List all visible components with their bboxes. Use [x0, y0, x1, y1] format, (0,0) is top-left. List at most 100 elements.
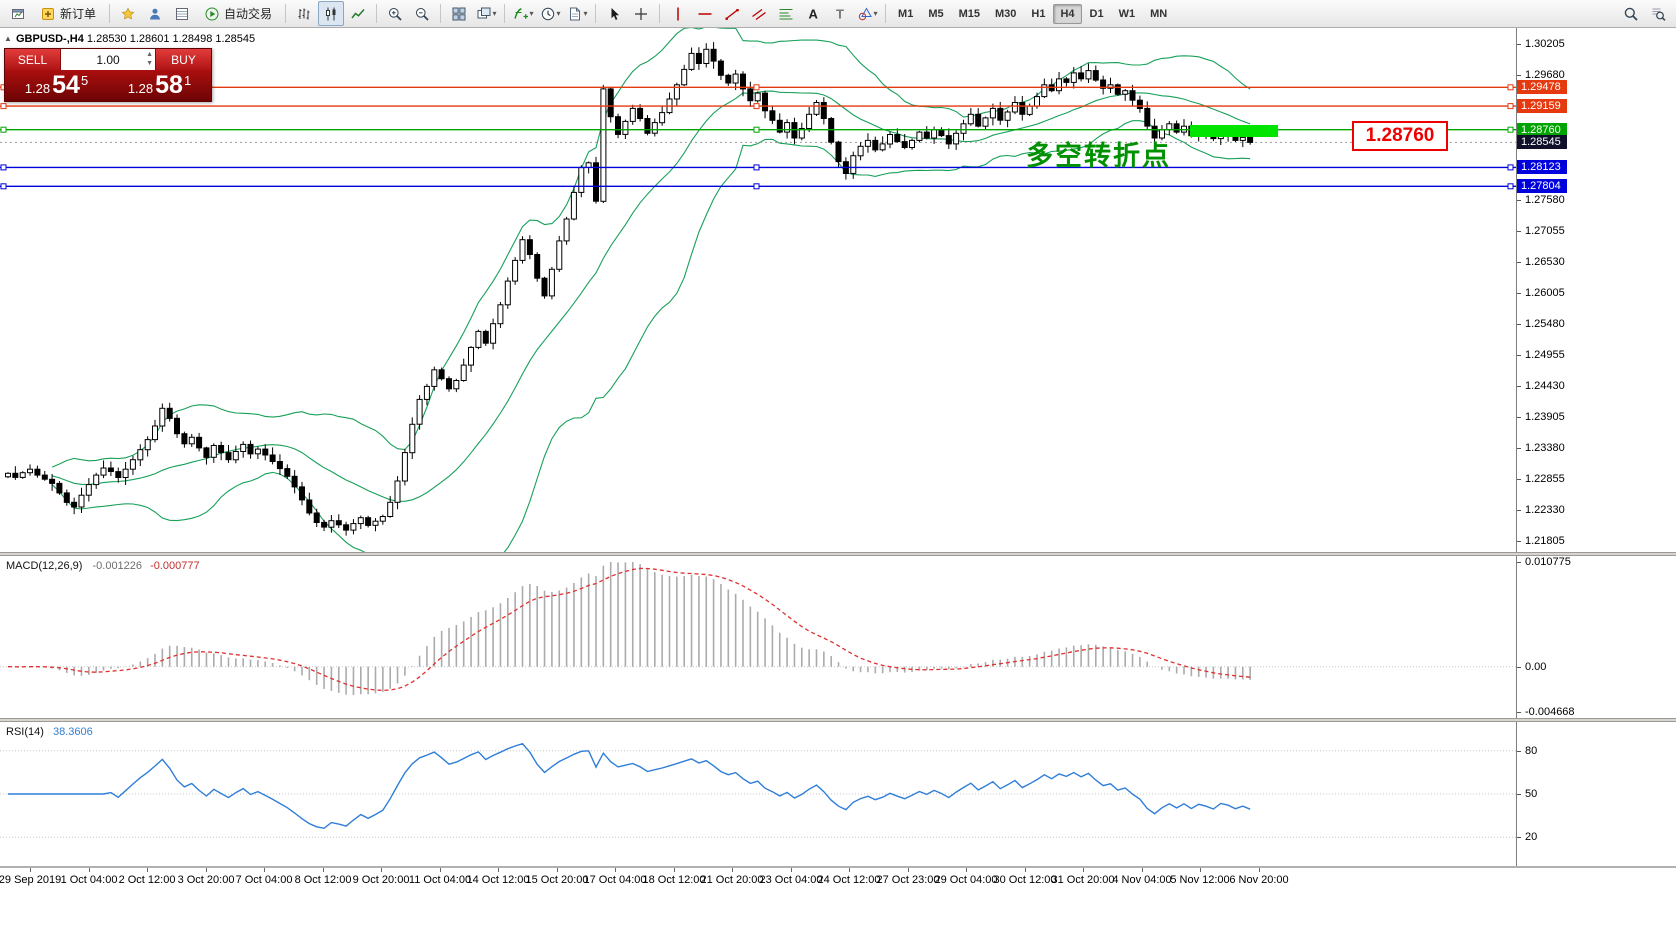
- chevron-down-icon[interactable]: ▾: [873, 9, 878, 18]
- price-axis[interactable]: 1.30205 1.29680 1.27580 1.27055 1.26530 1.260…: [1516, 28, 1676, 552]
- price-tick: 1.29680: [1525, 69, 1565, 81]
- chevron-down-icon[interactable]: ▾: [529, 9, 534, 18]
- new-order-button[interactable]: 新订单: [32, 1, 104, 26]
- cascade-windows-icon[interactable]: ▾: [473, 1, 499, 26]
- indicators-icon[interactable]: ▾: [510, 1, 536, 26]
- price-callout-label[interactable]: 1.28760: [1352, 121, 1448, 151]
- horizontal-line-icon[interactable]: [692, 1, 718, 26]
- shapes-icon[interactable]: ▾: [854, 1, 880, 26]
- tf-m15[interactable]: M15: [958, 7, 980, 20]
- find-icon[interactable]: [1645, 1, 1671, 26]
- macd-axis-min: -0.004668: [1525, 706, 1575, 718]
- zoom-in-icon[interactable]: [382, 1, 408, 26]
- macd-tickmark: [1517, 562, 1521, 563]
- bar-chart-glyph: [298, 8, 310, 19]
- macd-axis-zero: 0.00: [1525, 661, 1547, 673]
- clock-glyph: [541, 7, 554, 20]
- channel-glyph: [752, 8, 766, 20]
- toolbar-separator: [504, 4, 506, 23]
- chart-window-icon[interactable]: [5, 1, 31, 26]
- time-tickmark: [440, 868, 441, 872]
- ohlc-values: 1.28530 1.28601 1.28498 1.28545: [86, 33, 256, 45]
- time-label: 5 Nov 12:00: [1170, 874, 1230, 886]
- volume-stepper[interactable]: ▲ ▼: [146, 50, 153, 68]
- price-tick: 1.22330: [1525, 504, 1565, 516]
- volume-up-icon[interactable]: ▲: [146, 51, 153, 58]
- fibonacci-icon[interactable]: [773, 1, 799, 26]
- time-axis[interactable]: 29 Sep 2019 1 Oct 04:00 2 Oct 12:00 3 Oct 2…: [0, 868, 1676, 952]
- one-click-trading-panel[interactable]: SELL 1.00 ▲ ▼ BUY 1.28 54 5 1.28 58 1: [4, 48, 212, 102]
- bar-chart-icon[interactable]: [291, 1, 317, 26]
- symbol-timeframe: GBPUSD-,H4: [16, 33, 84, 45]
- template-glyph: [569, 7, 580, 20]
- vertical-line-icon[interactable]: [665, 1, 691, 26]
- tf-m30[interactable]: M30: [995, 7, 1017, 20]
- svg-text:T: T: [836, 6, 844, 21]
- rsi-level-label: 20: [1525, 831, 1538, 843]
- channel-icon[interactable]: [746, 1, 772, 26]
- rsi-level-label: 50: [1525, 788, 1538, 800]
- tf-w1[interactable]: W1: [1118, 7, 1136, 20]
- pane-splitter[interactable]: [0, 718, 1676, 722]
- new-order-button-label: 新订单: [60, 7, 97, 21]
- volume-down-icon[interactable]: ▼: [146, 60, 153, 67]
- main-chart-plot[interactable]: [0, 28, 1516, 552]
- macd-tickmark: [1517, 712, 1521, 713]
- macd-signal-line: [7, 567, 1251, 692]
- candlestick-chart-icon[interactable]: [318, 1, 345, 26]
- zoom-out-icon[interactable]: [409, 1, 435, 26]
- chart-collapse-icon[interactable]: ▲: [4, 34, 12, 43]
- trendline-icon[interactable]: [719, 1, 745, 26]
- data-window-icon[interactable]: [169, 1, 195, 26]
- periodicity-icon[interactable]: ▾: [537, 1, 563, 26]
- tf-m1[interactable]: M1: [898, 7, 914, 20]
- rsi-plot[interactable]: [0, 722, 1516, 866]
- price-line-label: 1.27804: [1517, 179, 1567, 193]
- tile-windows-icon[interactable]: [446, 1, 472, 26]
- turning-point-annotation[interactable]: 多空转折点: [1026, 141, 1171, 172]
- time-label: 1 Oct 04:00: [60, 874, 118, 886]
- sell-button[interactable]: SELL: [5, 49, 60, 70]
- macd-axis[interactable]: 0.010775 0.00 -0.004668: [1516, 556, 1676, 718]
- line-chart-glyph: [351, 8, 365, 18]
- templates-icon[interactable]: ▾: [564, 1, 590, 26]
- rsi-axis[interactable]: 80 50 20: [1516, 722, 1676, 866]
- tf-mn[interactable]: MN: [1150, 7, 1168, 20]
- time-tickmark: [206, 868, 207, 872]
- chevron-down-icon[interactable]: ▾: [556, 9, 561, 18]
- search-doc-glyph: [1652, 8, 1666, 21]
- line-chart-icon[interactable]: [345, 1, 371, 26]
- price-line-label: 1.28545: [1517, 135, 1567, 149]
- chevron-down-icon[interactable]: ▾: [583, 9, 588, 18]
- favorites-icon[interactable]: [115, 1, 141, 26]
- profiles-icon[interactable]: [142, 1, 168, 26]
- favorites-glyph: [121, 6, 135, 19]
- text-label-glyph: T: [836, 6, 844, 21]
- text-icon[interactable]: A: [800, 1, 826, 26]
- chevron-down-icon[interactable]: ▾: [492, 9, 497, 18]
- tf-h4[interactable]: H4: [1053, 3, 1082, 24]
- autotrade-button[interactable]: 自动交易: [196, 1, 280, 26]
- time-label: 29 Sep 2019: [0, 874, 62, 886]
- volume-input[interactable]: 1.00 ▲ ▼: [60, 49, 156, 70]
- crosshair-icon[interactable]: [628, 1, 654, 26]
- toolbar-separator: [109, 4, 111, 23]
- zoom-in-glyph: [389, 7, 402, 21]
- text-label-icon[interactable]: T: [827, 1, 853, 26]
- tf-h1[interactable]: H1: [1031, 7, 1046, 20]
- cursor-icon[interactable]: [601, 1, 627, 26]
- tf-d1[interactable]: D1: [1089, 7, 1104, 20]
- macd-plot[interactable]: [0, 556, 1516, 718]
- buy-button[interactable]: BUY: [156, 49, 211, 70]
- tf-m5[interactable]: M5: [928, 7, 944, 20]
- rsi-line: [8, 742, 1251, 830]
- price-tickmark: [1517, 75, 1521, 76]
- time-tickmark: [791, 868, 792, 872]
- pane-splitter[interactable]: [0, 552, 1676, 556]
- search-glyph: [1624, 7, 1638, 21]
- symbol-search-icon[interactable]: [1618, 1, 1644, 26]
- price-tickmark: [1517, 510, 1521, 511]
- time-tickmark: [615, 868, 616, 872]
- highlight-rectangle-object[interactable]: [1190, 125, 1278, 137]
- rsi-tickmark: [1517, 837, 1521, 838]
